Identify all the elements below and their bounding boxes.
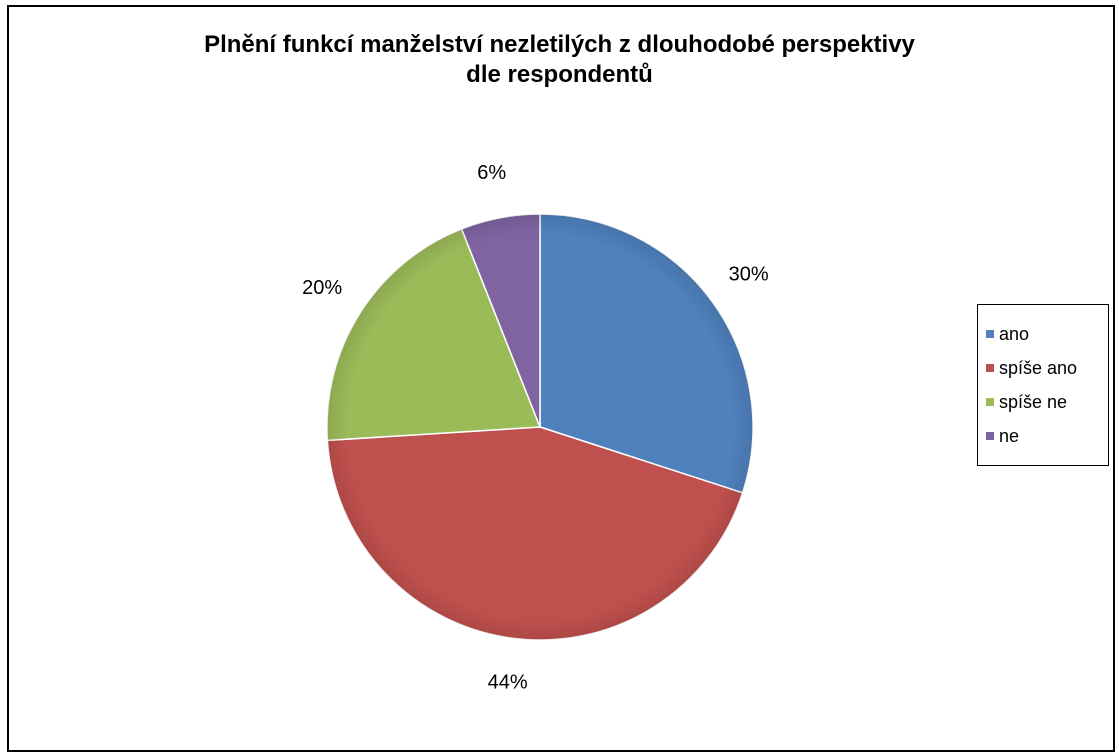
legend-swatch-ano [986, 330, 994, 338]
legend-label-spise-ano: spíše ano [999, 357, 1078, 378]
chart-title: Plnění funkcí manželství nezletilých z d… [0, 30, 1119, 90]
legend-item-spise-ano: spíše ano [978, 351, 1108, 385]
pie-data-labels: 30% 44% 20% 6% [302, 162, 769, 693]
legend-swatch-spise-ne [986, 398, 994, 406]
chart-title-line-2: dle respondentů [466, 61, 653, 88]
legend-swatch-ne [986, 432, 994, 440]
legend-item-ne: ne [978, 419, 1108, 453]
pie-slices [326, 213, 754, 641]
data-label-spise-ano: 44% [488, 671, 528, 693]
legend-label-ne: ne [999, 425, 1020, 446]
data-label-ano: 30% [729, 264, 769, 286]
legend-label-spise-ne: spíše ne [999, 391, 1068, 412]
legend-swatch-spise-ano [986, 364, 994, 372]
legend-label-ano: ano [999, 323, 1030, 344]
legend-item-ano: ano [978, 317, 1108, 351]
legend-item-spise-ne: spíše ne [978, 385, 1108, 419]
pie-edge-shade [327, 214, 753, 640]
data-label-spise-ne: 20% [302, 277, 342, 299]
chart-title-line-1: Plnění funkcí manželství nezletilých z d… [204, 31, 915, 58]
legend: ano spíše ano spíše ne ne [977, 304, 1109, 466]
data-label-ne: 6% [477, 162, 506, 184]
